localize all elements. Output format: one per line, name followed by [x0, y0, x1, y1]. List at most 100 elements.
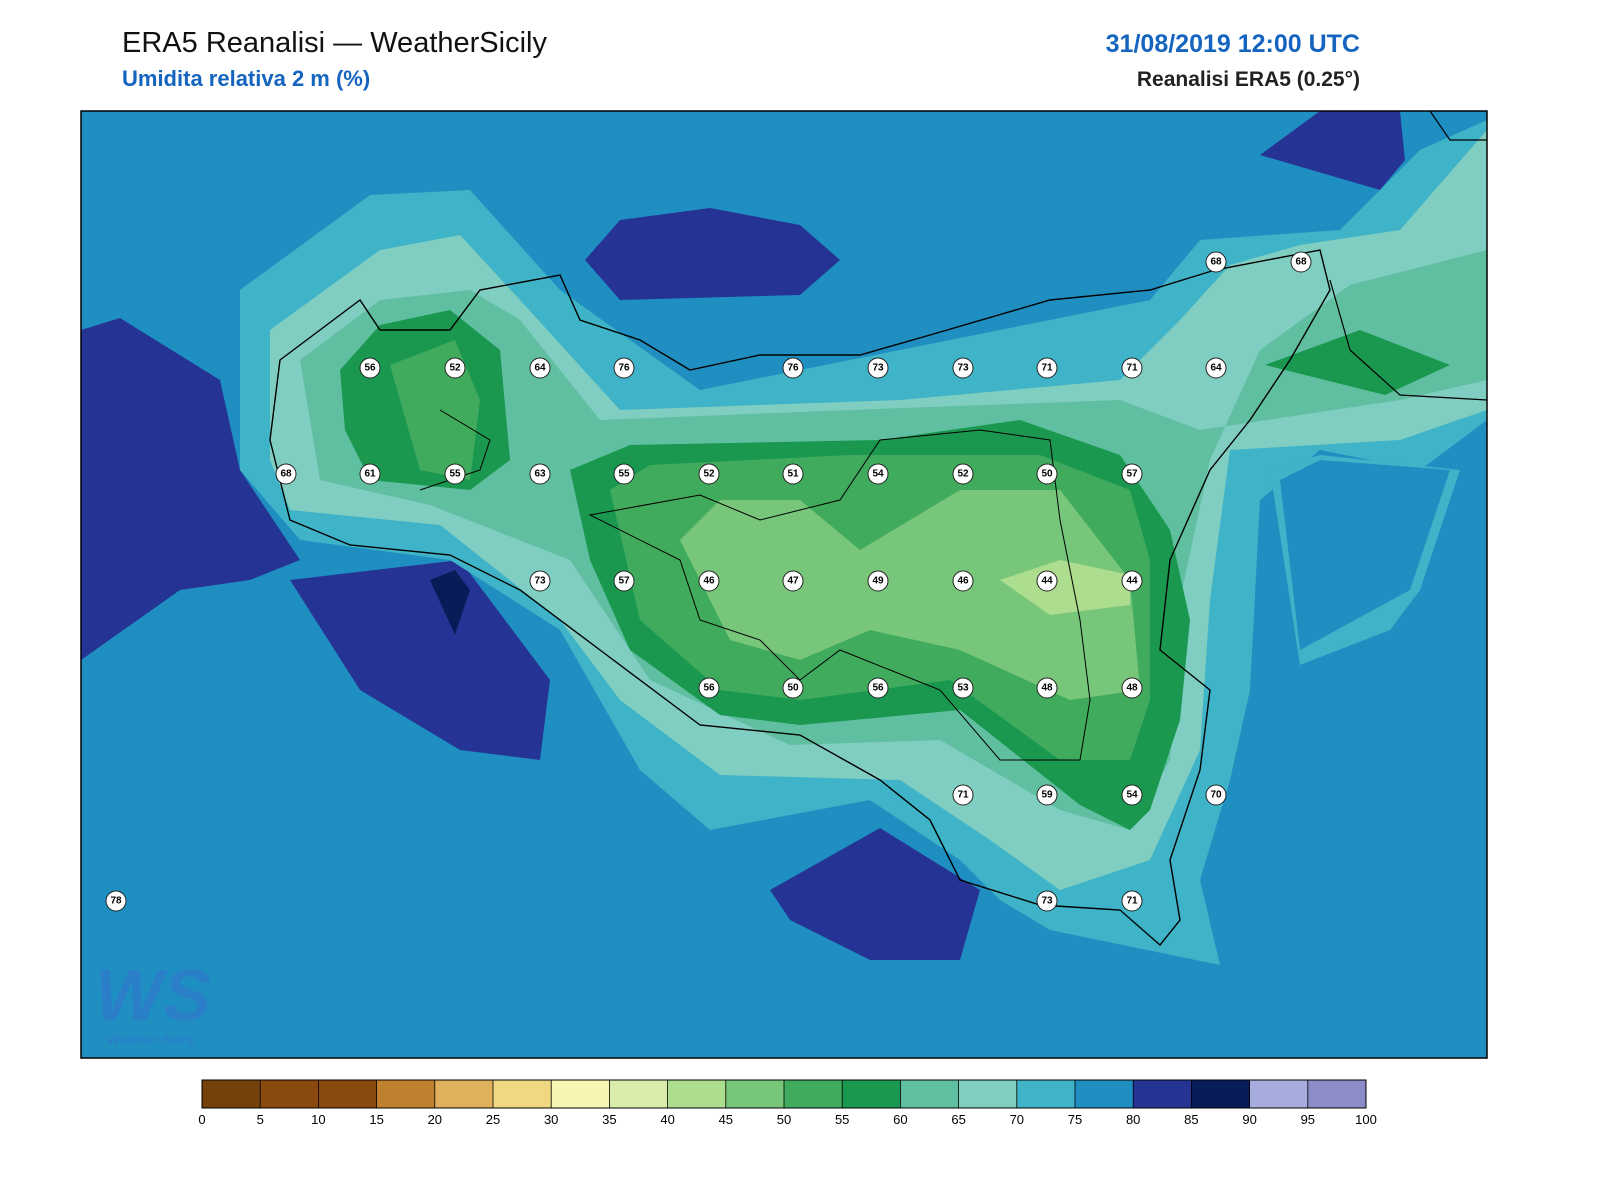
colorbar-label: 60	[893, 1112, 907, 1127]
station: 76	[782, 357, 804, 379]
station-marker	[782, 463, 804, 485]
station-marker	[1121, 677, 1143, 699]
station: 71	[1121, 890, 1143, 912]
station-marker	[1121, 890, 1143, 912]
station: 73	[952, 357, 974, 379]
station-marker	[359, 463, 381, 485]
station-value: 44	[1041, 576, 1053, 587]
station: 68	[1205, 251, 1227, 273]
colorbar-swatch	[784, 1080, 843, 1108]
colorbar-swatch	[318, 1080, 377, 1108]
station-marker	[698, 677, 720, 699]
station: 48	[1121, 677, 1143, 699]
station-marker	[529, 357, 551, 379]
station: 73	[529, 570, 551, 592]
station-marker	[1036, 677, 1058, 699]
subtitle: Umidita relativa 2 m (%)	[122, 66, 370, 91]
station-value: 76	[618, 363, 630, 374]
colorbar-label: 40	[660, 1112, 674, 1127]
colorbar-swatch	[725, 1080, 784, 1108]
station-marker	[782, 570, 804, 592]
station-marker	[867, 677, 889, 699]
station-value: 68	[1210, 257, 1222, 268]
station-marker	[1205, 784, 1227, 806]
station: 55	[613, 463, 635, 485]
date: 31/08/2019 12:00 UTC	[1106, 30, 1360, 58]
colorbar-label: 75	[1068, 1112, 1082, 1127]
colorbar-swatch	[1133, 1080, 1192, 1108]
station-marker	[275, 463, 297, 485]
colorbar-swatch	[551, 1080, 610, 1108]
station: 64	[1205, 357, 1227, 379]
station-value: 59	[1041, 790, 1053, 801]
station: 64	[529, 357, 551, 379]
station: 54	[1121, 784, 1143, 806]
station-value: 78	[110, 896, 122, 907]
station-marker	[444, 463, 466, 485]
title: ERA5 Reanalisi — WeatherSicily	[122, 27, 547, 59]
station: 52	[952, 463, 974, 485]
station-value: 71	[1041, 363, 1053, 374]
station-marker	[1290, 251, 1312, 273]
station: 68	[275, 463, 297, 485]
station-marker	[613, 463, 635, 485]
station: 50	[1036, 463, 1058, 485]
station-value: 48	[1126, 683, 1138, 694]
station: 50	[782, 677, 804, 699]
station: 73	[1036, 890, 1058, 912]
station-marker	[1121, 463, 1143, 485]
colorbar-swatch	[434, 1080, 493, 1108]
station-marker	[613, 357, 635, 379]
station: 53	[952, 677, 974, 699]
colorbar-swatch	[260, 1080, 319, 1108]
station: 57	[1121, 463, 1143, 485]
colorbar-label: 100	[1355, 1112, 1377, 1127]
station-marker	[1036, 357, 1058, 379]
station-value: 52	[449, 363, 461, 374]
colorbar-label: 70	[1010, 1112, 1024, 1127]
station-marker	[867, 463, 889, 485]
station-marker	[529, 463, 551, 485]
station-value: 52	[703, 469, 715, 480]
station-value: 52	[957, 469, 969, 480]
station: 46	[952, 570, 974, 592]
station-value: 64	[1210, 363, 1222, 374]
station-marker	[105, 890, 127, 912]
station: 44	[1121, 570, 1143, 592]
station: 54	[867, 463, 889, 485]
station-value: 73	[534, 576, 546, 587]
station-value: 56	[872, 683, 884, 694]
colorbar-swatch	[1075, 1080, 1134, 1108]
colorbar-label: 50	[777, 1112, 791, 1127]
station: 44	[1036, 570, 1058, 592]
station-value: 64	[534, 363, 546, 374]
colorbar-label: 80	[1126, 1112, 1140, 1127]
station: 48	[1036, 677, 1058, 699]
station-marker	[952, 357, 974, 379]
station: 76	[613, 357, 635, 379]
station-marker	[1036, 463, 1058, 485]
colorbar-label: 20	[428, 1112, 442, 1127]
colorbar-label: 55	[835, 1112, 849, 1127]
station-marker	[1036, 890, 1058, 912]
colorbar-swatch	[900, 1080, 959, 1108]
station-value: 71	[1126, 363, 1138, 374]
colorbar-swatch	[667, 1080, 726, 1108]
station-marker	[952, 784, 974, 806]
colorbar-label: 35	[602, 1112, 616, 1127]
colorbar-label: 30	[544, 1112, 558, 1127]
station-value: 55	[449, 469, 461, 480]
colorbar-swatch	[1249, 1080, 1308, 1108]
station-value: 51	[787, 469, 799, 480]
station-value: 73	[1041, 896, 1053, 907]
map	[80, 110, 1488, 1059]
colorbar-swatch	[1307, 1080, 1366, 1108]
station-value: 63	[534, 469, 546, 480]
colorbar-label: 85	[1184, 1112, 1198, 1127]
station: 68	[1290, 251, 1312, 273]
station: 63	[529, 463, 551, 485]
station-marker	[952, 463, 974, 485]
station-value: 61	[364, 469, 376, 480]
colorbar-label: 0	[198, 1112, 205, 1127]
station-value: 56	[364, 363, 376, 374]
